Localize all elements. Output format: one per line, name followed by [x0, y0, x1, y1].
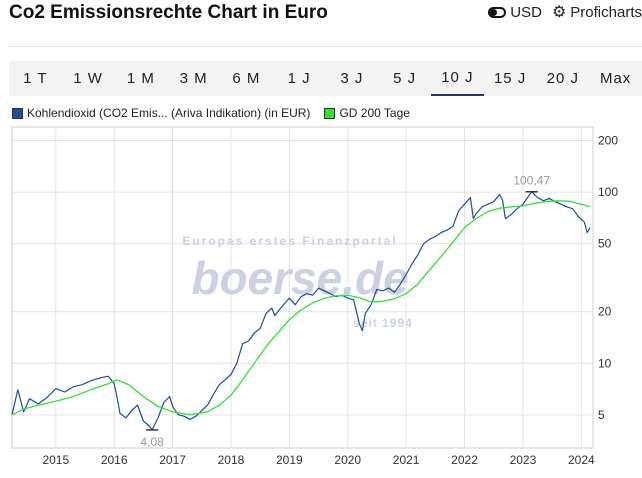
legend-label-price: Kohlendioxid (CO2 Emis... (Ariva Indikat… — [27, 106, 311, 120]
y-tick-label: 100 — [598, 185, 618, 199]
y-tick-label: 20 — [598, 305, 612, 319]
tab-1m[interactable]: 1 M — [126, 70, 155, 87]
x-tick-label: 2015 — [42, 453, 69, 467]
tab-3j[interactable]: 3 J — [340, 70, 364, 87]
max-label: 100,47 — [513, 174, 550, 188]
watermark-logo: boerse.de — [191, 252, 408, 304]
proficharts-link[interactable]: ⚙ Proficharts — [552, 4, 642, 21]
currency-toggle[interactable]: USD — [488, 4, 542, 21]
y-tick-label: 50 — [598, 237, 612, 251]
x-tick-label: 2019 — [276, 453, 303, 467]
x-tick-label: 2020 — [334, 453, 361, 467]
x-tick-label: 2017 — [159, 453, 186, 467]
y-axis: 5 10 20 50 100 200 — [598, 134, 618, 422]
toggle-icon[interactable] — [488, 7, 507, 18]
legend-item-gd200[interactable]: GD 200 Tage — [324, 106, 410, 120]
timeframe-tabs: 1 T 1 W 1 M 3 M 6 M 1 J 3 J 5 J 10 J 15 … — [9, 61, 642, 96]
tab-max[interactable]: Max — [599, 70, 632, 87]
series-line-price — [11, 191, 591, 431]
tab-1t[interactable]: 1 T — [23, 70, 48, 87]
watermark-tagline: Europas erstes Finanzportal — [182, 234, 397, 248]
tab-10j[interactable]: 10 J — [431, 61, 484, 96]
y-tick-label: 10 — [598, 356, 612, 370]
legend-item-price[interactable]: Kohlendioxid (CO2 Emis... (Ariva Indikat… — [12, 106, 310, 120]
tab-1j[interactable]: 1 J — [287, 70, 311, 87]
tab-6m[interactable]: 6 M — [232, 70, 261, 87]
header-divider — [9, 46, 642, 47]
tab-3m[interactable]: 3 M — [179, 70, 208, 87]
watermark: Europas erstes Finanzportal boerse.de se… — [182, 234, 413, 330]
y-tick-label: 5 — [598, 408, 605, 422]
tab-1w[interactable]: 1 W — [73, 70, 103, 87]
watermark-since: seit 1994 — [353, 316, 413, 330]
tab-20j[interactable]: 20 J — [546, 70, 580, 87]
x-axis: 2015 2016 2017 2018 2019 2020 2021 2022 2023 2024 — [42, 453, 595, 467]
chart-annotations: 100,47 4,08 — [140, 174, 550, 449]
chart-legend: Kohlendioxid (CO2 Emis... (Ariva Indikat… — [12, 106, 410, 120]
x-tick-label: 2018 — [218, 453, 245, 467]
x-tick-label: 2023 — [510, 453, 537, 467]
legend-label-gd200: GD 200 Tage — [339, 106, 410, 120]
y-tick-label: 200 — [598, 134, 618, 148]
chart-grid — [11, 126, 594, 449]
tab-5j[interactable]: 5 J — [393, 70, 417, 87]
proficharts-label[interactable]: Proficharts — [570, 4, 642, 21]
currency-label[interactable]: USD — [510, 4, 542, 21]
chart-series — [11, 191, 591, 431]
series-line-gd200 — [11, 200, 591, 416]
x-tick-label: 2016 — [101, 453, 128, 467]
header-controls: USD ⚙ Proficharts — [488, 4, 642, 21]
legend-swatch-gd200 — [324, 107, 336, 119]
min-label: 4,08 — [140, 435, 164, 449]
x-tick-label: 2022 — [451, 453, 478, 467]
legend-swatch-price — [12, 107, 23, 119]
tab-15j[interactable]: 15 J — [493, 70, 527, 87]
page-title: Co2 Emissionsrechte Chart in Euro — [9, 2, 328, 23]
x-tick-label: 2021 — [393, 453, 420, 467]
x-tick-label: 2024 — [568, 453, 595, 467]
gear-icon: ⚙ — [551, 3, 567, 21]
plot-frame — [11, 126, 594, 449]
